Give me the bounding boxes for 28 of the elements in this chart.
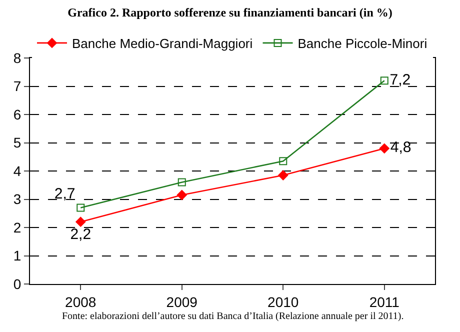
point (75, 216, 86, 228)
point (176, 190, 188, 200)
point (379, 143, 390, 154)
legend-label: Banche Medio-Grandi-Maggiori (72, 36, 253, 52)
y-tick-label: 2 (13, 219, 22, 236)
x-tick-label: 2010 (268, 294, 299, 310)
point (279, 157, 288, 166)
point (76, 204, 85, 212)
x-tick-label: 2008 (65, 294, 96, 310)
x-tick-label: 2011 (369, 294, 400, 310)
y-tick-label: 0 (13, 276, 22, 292)
point (178, 178, 186, 186)
data-label: 2,7 (54, 186, 76, 203)
y-tick-label: 6 (13, 106, 22, 122)
data-label: 2,2 (70, 226, 92, 244)
data-label: 7,2 (390, 71, 411, 88)
x-tick-label: 2009 (166, 294, 198, 310)
point (380, 76, 388, 85)
y-tick-label: 1 (13, 248, 22, 264)
y-tick-label: 5 (13, 134, 22, 151)
y-tick-label: 8 (13, 50, 22, 66)
y-tick-label: 4 (13, 162, 22, 179)
legend-label: Banche Piccole-Minori (298, 36, 428, 52)
source-note: Fonte: elaborazioni dell’autore su dati Banca d’Italia (Relazione annuale per il 2011). (62, 311, 404, 322)
point (278, 170, 288, 180)
y-tick-label: 7 (13, 78, 22, 94)
y-tick-label: 3 (13, 191, 22, 208)
chart-title: Grafico 2. Rapporto sofferenze su finanziamenti bancari (in %) (68, 6, 392, 20)
